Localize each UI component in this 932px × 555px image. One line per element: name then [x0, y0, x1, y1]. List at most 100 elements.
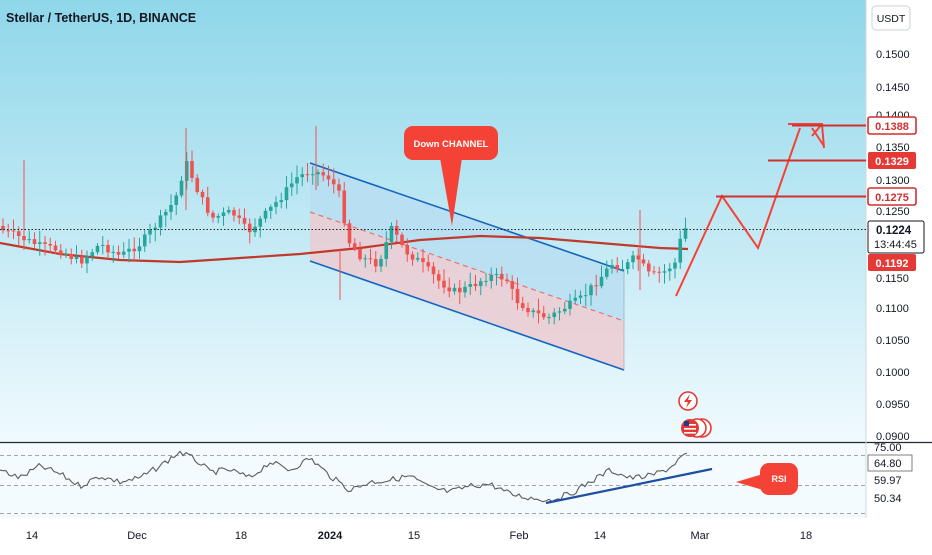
- candle-body: [547, 317, 551, 319]
- candle-body: [116, 251, 121, 255]
- candle-body: [541, 313, 546, 318]
- rsi-value-label: 64.80: [874, 458, 902, 470]
- candle-body: [531, 310, 536, 313]
- price-tick: 0.1050: [876, 335, 910, 347]
- down-channel-callout[interactable]: Down CHANNEL: [404, 126, 498, 226]
- candle-body: [106, 244, 110, 253]
- candle-body: [153, 227, 158, 230]
- candle-body: [310, 174, 315, 176]
- candle-body: [678, 238, 683, 263]
- symbol-title[interactable]: Stellar / TetherUS, 1D, BINANCE: [6, 11, 196, 25]
- price-badge-target-3-label: 0.1275: [875, 192, 909, 204]
- candle-body: [279, 200, 284, 203]
- candle-body: [247, 223, 252, 233]
- candle-body: [347, 223, 352, 244]
- candle-body: [641, 259, 646, 264]
- candle-body: [405, 244, 410, 255]
- candle-body: [683, 228, 688, 239]
- candles-layer: [1, 126, 688, 325]
- candle-body: [652, 271, 656, 273]
- candle-body: [1, 226, 5, 231]
- ma-value-badge[interactable]: [868, 254, 916, 271]
- candle-body: [557, 311, 562, 313]
- time-axis-background: [0, 518, 932, 550]
- candle-body: [305, 174, 310, 176]
- last-price-label: 0.1224: [876, 225, 912, 237]
- candle-body: [221, 212, 226, 217]
- channel-mid-line[interactable]: [309, 211, 625, 322]
- candle-body: [636, 255, 641, 260]
- candle-body: [179, 180, 184, 196]
- rsi-line[interactable]: [0, 450, 688, 503]
- price-tick: 0.1350: [876, 142, 910, 154]
- candle-body: [657, 271, 662, 273]
- lightning-bolt-icon[interactable]: [678, 391, 698, 411]
- candle-body: [415, 258, 420, 260]
- candle-body: [358, 248, 362, 260]
- rsi-trendline[interactable]: [545, 467, 713, 505]
- candle-body: [43, 242, 47, 244]
- price-badge-target-3[interactable]: [867, 187, 917, 206]
- rsi-value-badge[interactable]: [867, 454, 913, 472]
- candle-body: [100, 244, 105, 246]
- price-tick: 0.0900: [876, 431, 910, 443]
- currency-button[interactable]: [871, 5, 911, 31]
- candle-body: [520, 303, 525, 308]
- candle-body: [426, 262, 431, 267]
- price-badge-target-1[interactable]: [867, 116, 917, 135]
- candle-body: [573, 297, 578, 301]
- price-tick: 0.1500: [876, 49, 910, 61]
- price-badge-target-2-label: 0.1329: [875, 156, 909, 168]
- candle-body: [142, 234, 147, 247]
- price-tick: 0.0950: [876, 399, 910, 411]
- price-axis[interactable]: USDT 0.1500 0.1450 0.1400 0.1350 0.1300 …: [867, 5, 925, 443]
- candle-body: [337, 184, 341, 191]
- callout-bubble: [404, 126, 498, 160]
- candle-body: [53, 245, 58, 251]
- time-tick: Dec: [127, 530, 147, 542]
- time-axis[interactable]: 14 Dec 18 2024 15 Feb 14 Mar 18: [26, 530, 812, 542]
- candle-body: [400, 234, 404, 245]
- candle-body: [515, 288, 520, 304]
- candle-body: [421, 258, 425, 263]
- candle-body: [184, 161, 189, 181]
- candle-body: [473, 283, 478, 287]
- candle-body: [74, 256, 79, 259]
- us-flag-icon[interactable]: [681, 418, 712, 438]
- projection-path[interactable]: [675, 127, 801, 297]
- channel-upper-line[interactable]: [309, 162, 625, 272]
- candle-body: [368, 258, 373, 260]
- candle-body: [484, 280, 488, 282]
- countdown-timer: 13:44:45: [874, 239, 917, 251]
- last-price-badge[interactable]: [867, 220, 925, 254]
- candle-body: [121, 251, 126, 255]
- rsi-axis[interactable]: 75.00 64.80 59.97 50.34: [867, 442, 913, 505]
- drawings-layer: [309, 162, 625, 371]
- channel-lower-line[interactable]: [309, 260, 625, 371]
- currency-label: USDT: [877, 13, 906, 25]
- candle-body: [200, 191, 205, 198]
- candle-body: [316, 172, 320, 175]
- callout-pointer: [440, 158, 462, 226]
- candle-body: [79, 256, 84, 264]
- candle-body: [95, 245, 100, 253]
- candle-body: [620, 268, 625, 270]
- candle-body: [132, 248, 137, 252]
- candle-body: [583, 295, 588, 297]
- price-tick: 0.1100: [876, 303, 909, 315]
- candle-body: [174, 195, 179, 205]
- price-tick: 0.1300: [876, 175, 910, 187]
- candle-body: [226, 210, 231, 213]
- rsi-pane: RSI: [0, 450, 866, 514]
- candle-body: [169, 204, 173, 212]
- candle-body: [6, 230, 11, 232]
- candle-body: [352, 243, 357, 249]
- candle-body: [646, 263, 651, 272]
- candle-body: [373, 259, 378, 267]
- candle-body: [384, 242, 389, 259]
- rsi-callout[interactable]: RSI: [736, 463, 798, 495]
- price-badge-target-2[interactable]: [868, 152, 916, 169]
- projection-layer: [675, 123, 866, 297]
